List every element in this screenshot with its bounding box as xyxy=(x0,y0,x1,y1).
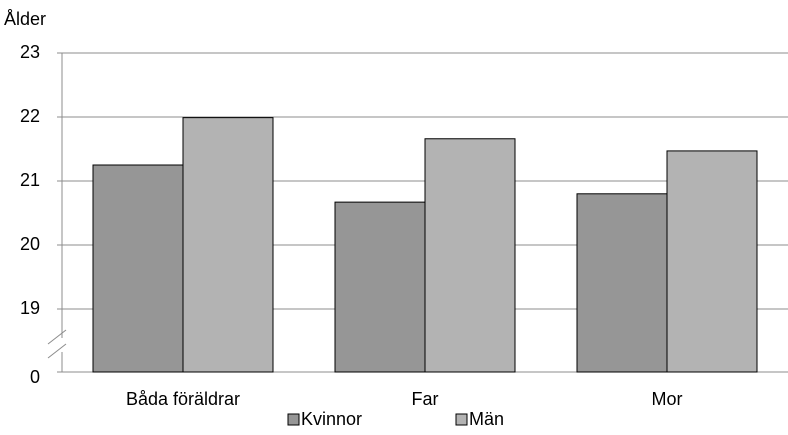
y-tick-label: 22 xyxy=(20,106,40,126)
legend-swatch xyxy=(287,413,300,426)
legend-label: Kvinnor xyxy=(301,409,362,429)
y-tick-label: 21 xyxy=(20,170,40,190)
legend-swatch xyxy=(455,413,468,426)
bar xyxy=(92,164,184,373)
y-tick-label: 23 xyxy=(20,42,40,62)
axis-break xyxy=(47,343,67,359)
y-tick-label: 19 xyxy=(20,298,40,318)
bar xyxy=(424,138,516,373)
bar xyxy=(576,193,668,373)
axis-break xyxy=(47,329,67,345)
y-axis-label: Ålder xyxy=(4,9,46,29)
axis-break-gap xyxy=(52,338,72,352)
x-tick-label: Mor xyxy=(652,389,683,409)
y-tick-label: 0 xyxy=(30,367,40,387)
bar xyxy=(334,201,426,373)
y-tick-label: 20 xyxy=(20,234,40,254)
x-tick-label: Båda föräldrar xyxy=(126,389,240,409)
x-tick-label: Far xyxy=(412,389,439,409)
legend-label: Män xyxy=(469,409,504,429)
bar xyxy=(666,150,758,373)
bar xyxy=(182,117,274,373)
